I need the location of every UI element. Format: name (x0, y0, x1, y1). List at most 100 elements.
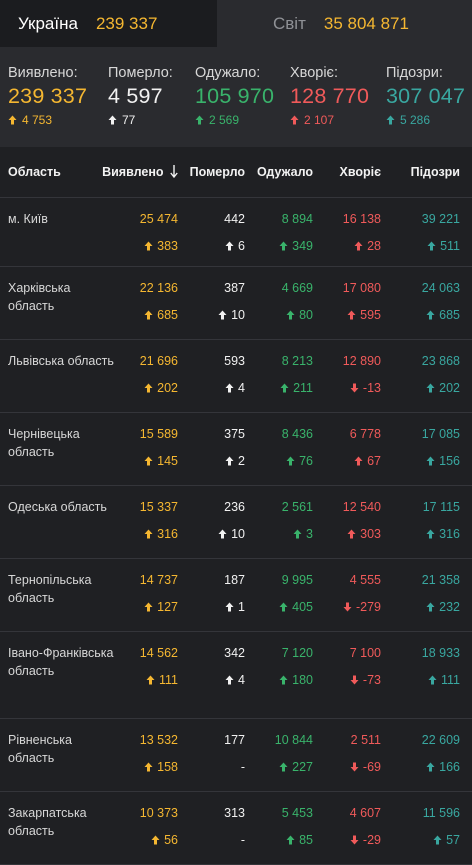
cell-recovered: 7 120 180 (279, 644, 313, 689)
cell-deaths: 342 4 (224, 644, 245, 689)
deaths-delta: 10 (218, 306, 245, 324)
arrow-up-icon (347, 529, 356, 539)
suspected-value: 22 609 (421, 733, 460, 747)
ill-value: 12 540 (342, 500, 381, 514)
cell-deaths: 187 1 (224, 571, 245, 616)
deaths-value: 387 (224, 281, 245, 295)
ill-value: 6 778 (349, 427, 381, 441)
summary-delta: 2 107 (290, 113, 369, 127)
arrow-up-icon (144, 762, 153, 772)
table-body: м. Київ 25 474 383 442 6 8 894 349 16 138 28 39 2… (0, 198, 472, 865)
suspected-delta: 57 (423, 831, 460, 849)
cell-recovered: 5 453 85 (282, 804, 313, 849)
header-cases[interactable]: Виявлено (102, 165, 178, 181)
ill-value: 2 511 (350, 733, 381, 747)
summary-panel: Виявлено: 239 337 4 753 Померло: 4 597 77 Одуж… (0, 47, 472, 147)
arrow-up-icon (354, 456, 363, 466)
region-name: м. Київ (8, 212, 48, 226)
recovered-delta-value: 85 (299, 833, 313, 847)
header-suspected[interactable]: Підозри (410, 165, 460, 179)
recovered-value: 2 561 (281, 500, 313, 514)
recovered-delta-value: 180 (292, 673, 313, 687)
header-region[interactable]: Область (8, 165, 61, 179)
tab-bar: Україна 239 337 Світ 35 804 871 (0, 0, 472, 47)
recovered-value: 10 844 (274, 733, 313, 747)
recovered-value: 7 120 (281, 646, 313, 660)
recovered-delta: 211 (280, 379, 313, 397)
header-deaths[interactable]: Померло (189, 165, 245, 179)
header-recovered[interactable]: Одужало (257, 165, 313, 179)
suspected-delta: 316 (423, 525, 460, 543)
arrow-up-icon (347, 310, 356, 320)
arrow-up-icon (218, 310, 227, 320)
table-row[interactable]: Львівська область 21 696 202 593 4 8 213 211 12… (0, 340, 472, 413)
table-row[interactable]: Тернопільська область 14 737 127 187 1 9 995 4… (0, 559, 472, 632)
tab-world-value: 35 804 871 (323, 13, 409, 33)
arrow-up-icon (225, 675, 234, 685)
summary-stat: Хворіє: 128 770 2 107 (290, 65, 369, 127)
regions-table: Область Виявлено Померло Одужало Хворіє … (0, 147, 472, 865)
cell-deaths: 442 6 (224, 210, 245, 255)
table-row[interactable]: Харківська область 22 136 685 387 10 4 669 80 1… (0, 267, 472, 340)
deaths-delta-value: 4 (238, 673, 245, 687)
arrow-up-icon (426, 602, 435, 612)
recovered-value: 9 995 (281, 573, 313, 587)
recovered-delta-value: 227 (292, 760, 313, 774)
deaths-delta: 2 (224, 452, 245, 470)
cell-recovered: 8 213 211 (280, 352, 313, 397)
cases-value: 14 737 (139, 573, 178, 587)
suspected-value: 21 358 (421, 573, 460, 587)
suspected-value: 18 933 (421, 646, 460, 660)
cell-cases: 10 373 56 (140, 804, 178, 849)
deaths-delta-value: 2 (238, 454, 245, 468)
cell-suspected: 18 933 111 (422, 644, 460, 689)
table-row[interactable]: Одеська область 15 337 316 236 10 2 561 3 12 54… (0, 486, 472, 559)
arrow-up-icon (225, 602, 234, 612)
summary-delta: 5 286 (386, 113, 465, 127)
arrow-up-icon (428, 675, 437, 685)
arrow-up-icon (279, 762, 288, 772)
cell-suspected: 22 609 166 (422, 731, 460, 776)
header-ill[interactable]: Хворіє (339, 165, 381, 179)
cell-suspected: 17 085 156 (422, 425, 460, 470)
cell-ill: 12 890 -13 (343, 352, 381, 397)
arrow-up-icon (144, 383, 153, 393)
table-row[interactable]: Чернівецька область 15 589 145 375 2 8 436 76 6… (0, 413, 472, 486)
arrow-up-icon (279, 602, 288, 612)
summary-label: Померло: (108, 65, 173, 81)
arrow-up-icon (279, 241, 288, 251)
recovered-delta-value: 349 (292, 239, 313, 253)
ill-delta: -13 (343, 379, 381, 397)
deaths-value: 342 (224, 646, 245, 660)
table-row[interactable]: Івано-Франківська область 14 562 111 342 4 7 … (0, 632, 472, 719)
summary-label: Виявлено: (8, 65, 78, 81)
summary-stat: Підозри: 307 047 5 286 (386, 65, 465, 127)
table-row[interactable]: Рівненська область 13 532 158 177 - 10 844 227… (0, 719, 472, 792)
ill-delta: 28 (343, 237, 381, 255)
tab-world[interactable]: Світ 35 804 871 (217, 0, 472, 47)
summary-value: 128 770 (290, 84, 370, 108)
table-row[interactable]: Закарпатська область 10 373 56 313 - 5 453 85 4… (0, 792, 472, 865)
suspected-value: 17 115 (422, 500, 460, 514)
summary-label: Підозри: (386, 65, 443, 81)
ill-delta: 595 (343, 306, 381, 324)
recovered-delta: 80 (282, 306, 313, 324)
tab-ukraine[interactable]: Україна 239 337 (0, 0, 217, 47)
cases-delta-value: 685 (157, 308, 178, 322)
deaths-delta-value: 1 (238, 600, 245, 614)
deaths-delta: 6 (224, 237, 245, 255)
cases-delta-value: 56 (164, 833, 178, 847)
cell-cases: 14 562 111 (140, 644, 178, 689)
arrow-down-icon (170, 165, 178, 181)
arrow-up-icon (225, 241, 234, 251)
arrow-up-icon (8, 115, 17, 125)
table-row[interactable]: м. Київ 25 474 383 442 6 8 894 349 16 138 28 39 2… (0, 198, 472, 267)
arrow-up-icon (144, 602, 153, 612)
ill-delta-value: 595 (360, 308, 381, 322)
table-header: Область Виявлено Померло Одужало Хворіє … (0, 147, 472, 198)
cases-delta-value: 202 (157, 381, 178, 395)
arrow-down-icon (350, 675, 359, 685)
arrow-up-icon (426, 456, 435, 466)
suspected-delta-value: 57 (446, 833, 460, 847)
suspected-value: 17 085 (421, 427, 460, 441)
